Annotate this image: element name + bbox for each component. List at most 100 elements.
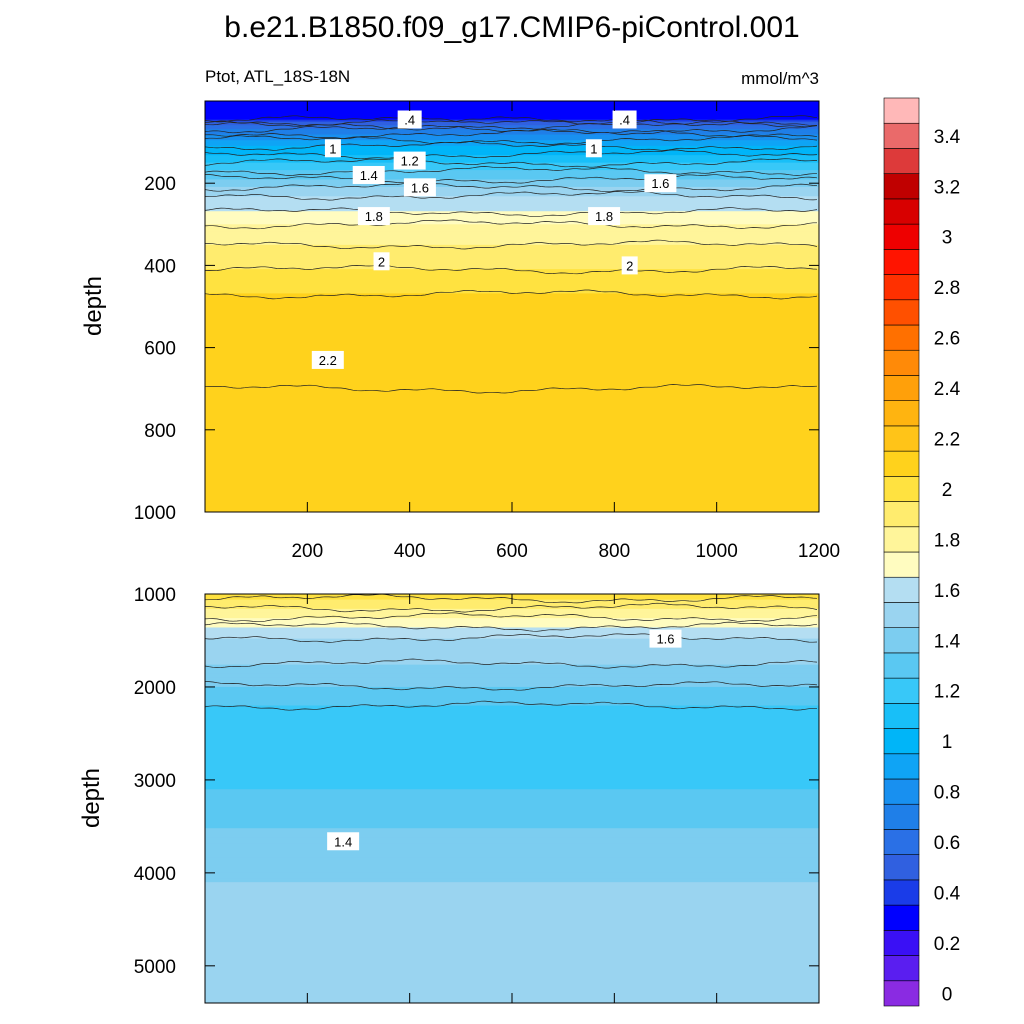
bottom-panel-band (205, 898, 819, 902)
bottom-panel-band (205, 651, 819, 655)
bottom-panel-band (205, 672, 819, 675)
bottom-panel-band (205, 865, 819, 868)
bottom-panel-band (205, 869, 819, 872)
top-panel-band (205, 394, 819, 397)
top-panel-band (205, 429, 819, 433)
bottom-panel-band (205, 908, 819, 911)
top-panel-band (205, 228, 819, 231)
bottom-panel-band (205, 722, 819, 725)
top-panel-contour-label: 1.4 (352, 165, 385, 184)
top-panel-contour-label-box (612, 110, 637, 129)
colorbar-box (883, 425, 920, 452)
top-panel-band (205, 431, 819, 435)
bottom-panel-band (205, 867, 819, 870)
top-panel-band (205, 272, 819, 276)
bottom-panel-ytick-label: 4000 (134, 864, 176, 885)
top-panel-band (205, 171, 819, 175)
top-panel-band (205, 237, 819, 240)
top-panel-xtick-label: 800 (598, 541, 630, 562)
top-panel-band (205, 269, 819, 272)
top-panel-contour-label-text: 2 (378, 254, 385, 269)
top-panel-band (205, 155, 819, 158)
colorbar-box (883, 904, 920, 931)
top-panel-band (205, 321, 819, 324)
top-y-axis-label: depth (80, 276, 107, 336)
bottom-panel-band (205, 911, 819, 915)
top-panel-band (205, 360, 819, 364)
top-panel-band (205, 132, 819, 136)
bottom-panel-band (205, 962, 819, 965)
bottom-panel-band (205, 958, 819, 961)
top-panel-band (205, 259, 819, 263)
bottom-panel-band (205, 653, 819, 656)
bottom-panel-band (205, 937, 819, 941)
bottom-panel-band (205, 872, 819, 876)
bottom-panel-contour-line (205, 602, 818, 613)
bottom-panel-band (205, 737, 819, 740)
bottom-panel-band (205, 884, 819, 887)
top-panel-contour-label: 1.8 (588, 207, 621, 226)
bottom-panel-band (205, 729, 819, 733)
top-panel-band (205, 401, 819, 405)
top-panel-contour-line (205, 116, 818, 127)
bottom-panel-contour-line (205, 681, 818, 691)
top-panel-contour-label-box (621, 256, 638, 275)
colorbar-tick-label: 0.8 (934, 783, 960, 804)
top-panel-contour-label-box (352, 165, 385, 184)
bottom-panel-band (205, 813, 819, 816)
bottom-panel-band (205, 960, 819, 963)
bottom-panel-band (205, 712, 819, 716)
bottom-panel-band (205, 766, 819, 770)
top-panel-band (205, 293, 819, 296)
bottom-panel-band (205, 649, 819, 653)
colorbar-box (883, 728, 920, 755)
bottom-panel-band (205, 831, 819, 835)
top-panel-band (205, 306, 819, 309)
bottom-panel-band (205, 978, 819, 982)
top-panel-contour-label-text: 2 (626, 258, 633, 273)
colorbar-box (883, 198, 920, 225)
top-panel-band (205, 353, 819, 356)
top-panel-band (205, 302, 819, 306)
colorbar-tick-label: 2.8 (934, 278, 960, 299)
colorbar-box (883, 980, 920, 1007)
top-panel-band (205, 274, 819, 278)
bottom-panel-band (205, 887, 819, 891)
top-panel-band (205, 461, 819, 465)
bottom-panel-band (205, 828, 819, 831)
top-panel-band (205, 327, 819, 330)
top-panel-band (205, 373, 819, 377)
bottom-panel-band (205, 608, 819, 612)
bottom-panel-band (205, 850, 819, 854)
bottom-panel-band (205, 893, 819, 896)
top-panel-band (205, 125, 819, 128)
bottom-panel-band (205, 839, 819, 842)
top-panel-band (205, 117, 819, 121)
top-panel-band (205, 300, 819, 304)
bottom-panel-contour-label: 1.4 (327, 832, 360, 851)
bottom-panel-band (205, 705, 819, 709)
top-panel-band (205, 439, 819, 442)
colorbar-tick-label: 0.6 (934, 833, 960, 854)
bottom-panel-band (205, 856, 819, 859)
top-panel-band (205, 418, 819, 422)
top-subtitle-right: mmol/m^3 (741, 69, 819, 88)
bottom-panel-band (205, 638, 819, 642)
top-panel-band (205, 448, 819, 451)
top-panel-band (205, 422, 819, 425)
top-panel-band (205, 168, 819, 171)
top-panel-band (205, 153, 819, 156)
bottom-panel-band (205, 822, 819, 826)
top-panel-band (205, 110, 819, 113)
top-panel-band (205, 405, 819, 408)
bottom-panel-band (205, 655, 819, 658)
bottom-panel-band (205, 796, 819, 800)
top-panel-band (205, 119, 819, 123)
top-panel-band (205, 299, 819, 302)
bottom-panel-band (205, 980, 819, 984)
bottom-panel-band (205, 837, 819, 840)
bottom-panel-band (205, 759, 819, 762)
top-panel-band (205, 355, 819, 358)
bottom-panel-band (205, 744, 819, 748)
top-panel-band (205, 368, 819, 371)
